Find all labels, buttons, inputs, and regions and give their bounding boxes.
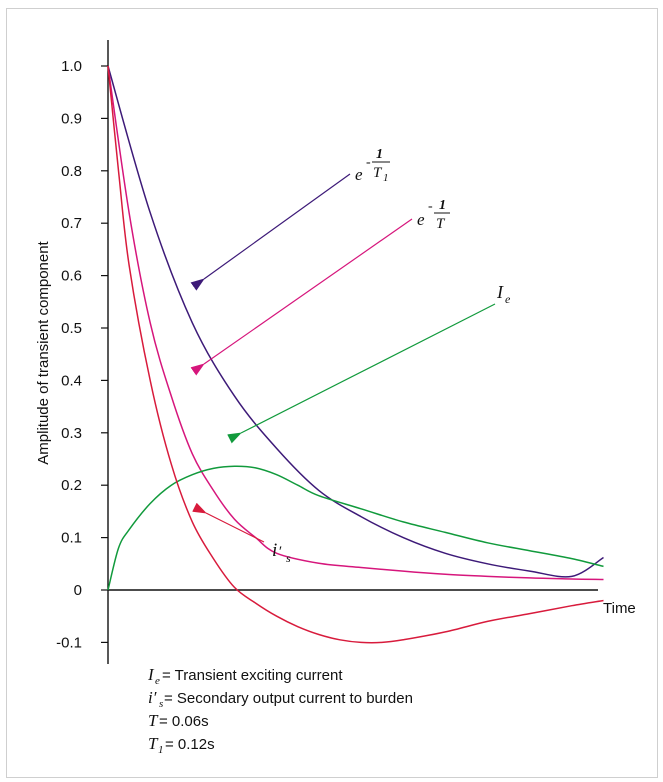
y-ticks: 1.0 0.9 0.8 0.7 0.6 0.5 0.4 0.3 0.2 0.1 0 -0.1: [56, 58, 108, 651]
svg-text:1: 1: [439, 198, 446, 213]
legend-item-is: i′ s = Secondary output current to burde…: [148, 688, 413, 710]
curve-is: [107, 65, 604, 644]
arrow-ie-curve: [227, 303, 496, 444]
arrow-t1-curve: [190, 173, 351, 291]
legend-item-ie: I e = Transient exciting current: [147, 665, 343, 687]
svg-text:s: s: [159, 698, 163, 710]
svg-text:= Secondary output current to: = Secondary output current to burden: [164, 690, 413, 707]
svg-text:1: 1: [376, 147, 383, 162]
y-tick-label: 0.4: [61, 372, 82, 389]
svg-text:i: i: [272, 540, 277, 561]
svg-text:e: e: [355, 165, 363, 184]
y-tick-label: 0.5: [61, 320, 82, 337]
svg-text:-: -: [366, 155, 371, 170]
y-axis-title: Amplitude of transient component: [35, 240, 52, 464]
svg-text:-: -: [428, 199, 433, 214]
svg-text:e: e: [505, 292, 511, 306]
svg-text:i′: i′: [148, 688, 157, 707]
y-tick-label: 0.9: [61, 110, 82, 127]
y-tick-label: 0.1: [61, 530, 82, 547]
svg-text:s: s: [286, 551, 291, 565]
y-tick-label: 0.6: [61, 268, 82, 285]
svg-text:= 0.12s: = 0.12s: [165, 736, 215, 753]
y-tick-label: 0.3: [61, 425, 82, 442]
arrow-t-curve: [190, 218, 413, 376]
svg-text:T: T: [148, 711, 159, 730]
y-tick-label: 0: [74, 582, 82, 599]
legend-item-t1: T 1 = 0.12s: [148, 734, 215, 756]
curve-t1-decay: [107, 65, 604, 578]
svg-text:1: 1: [158, 744, 164, 756]
y-tick-label: 0.7: [61, 215, 82, 232]
svg-text:e: e: [417, 210, 425, 229]
curve-ie: [107, 465, 604, 591]
label-ie: I e: [496, 282, 511, 306]
label-is: i ′ s: [272, 540, 291, 565]
arrow-is-curve: [192, 502, 265, 543]
svg-text:1: 1: [383, 172, 389, 184]
y-tick-label: 0.2: [61, 477, 82, 494]
y-tick-label: -0.1: [56, 634, 82, 651]
svg-text:T: T: [436, 216, 446, 232]
label-e-t1: e - 1 T 1: [355, 147, 390, 184]
legend-item-t: T = 0.06s: [148, 711, 209, 730]
y-tick-label: 1.0: [61, 58, 82, 75]
svg-text:I: I: [496, 282, 504, 302]
svg-text:= 0.06s: = 0.06s: [159, 713, 209, 730]
svg-text:′: ′: [278, 544, 282, 560]
svg-text:T: T: [373, 165, 383, 181]
curve-t-decay: [107, 65, 604, 581]
x-axis-title: Time: [603, 600, 636, 617]
y-tick-label: 0.8: [61, 163, 82, 180]
legend: I e = Transient exciting current i′ s = …: [147, 665, 413, 756]
svg-text:= Transient exciting current: = Transient exciting current: [162, 667, 343, 684]
curves: [107, 65, 604, 644]
svg-text:e: e: [155, 675, 160, 687]
svg-text:T: T: [148, 734, 159, 753]
svg-text:I: I: [147, 665, 155, 684]
label-e-t: e - 1 T: [417, 198, 450, 232]
